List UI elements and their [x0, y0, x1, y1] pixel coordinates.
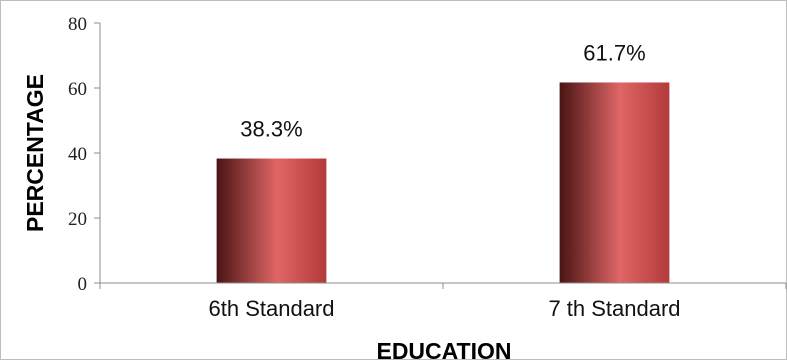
y-axis-title: PERCENTAGE: [22, 74, 48, 232]
y-tick-label: 60: [68, 79, 87, 100]
y-tick-label: 40: [68, 144, 87, 165]
data-label-1: 38.3%: [240, 117, 302, 142]
category-label-2: 7 th Standard: [548, 296, 680, 321]
bar-1: [216, 158, 327, 283]
bar-2: [559, 82, 670, 283]
y-tick-label: 20: [68, 209, 87, 230]
x-axis-title: EDUCATION: [376, 338, 511, 361]
data-label-2: 61.7%: [583, 40, 645, 65]
category-label-1: 6th Standard: [209, 296, 335, 321]
y-tick-label: 0: [78, 274, 88, 295]
y-tick-label: 80: [68, 14, 87, 35]
